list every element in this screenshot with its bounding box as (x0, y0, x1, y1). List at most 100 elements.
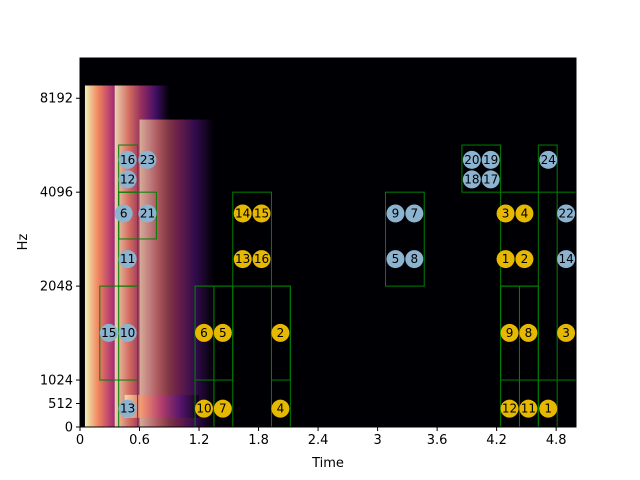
marker-dot (118, 250, 137, 269)
marker-dot (557, 323, 576, 342)
x-tick-label: 2.4 (308, 433, 329, 448)
segment-box (518, 285, 539, 427)
marker-label: 1 (544, 402, 552, 416)
marker: 3 (557, 323, 576, 342)
marker-dot (138, 204, 157, 223)
marker-label: 3 (562, 326, 570, 340)
marker: 9 (500, 323, 519, 342)
marker-dot (252, 250, 271, 269)
y-axis: 0 512 1024 2048 4096 8192 (40, 92, 80, 436)
marker-label: 3 (502, 206, 510, 220)
marker-dot (118, 150, 137, 169)
marker-label: 21 (140, 206, 155, 220)
y-tick-label: 512 (48, 397, 73, 412)
marker-dot (405, 204, 424, 223)
marker: 12 (118, 170, 137, 189)
marker-label: 2 (277, 326, 285, 340)
marker-dot (386, 204, 405, 223)
marker: 6 (114, 204, 133, 223)
y-tick-label: 0 (65, 421, 73, 436)
marker-dot (386, 250, 405, 269)
marker-dot (271, 323, 290, 342)
marker-dot (500, 323, 519, 342)
marker: 21 (138, 204, 157, 223)
y-tick-label: 8192 (40, 92, 73, 107)
marker: 8 (519, 323, 538, 342)
marker-dot (539, 399, 558, 418)
marker-dot (557, 204, 576, 223)
x-tick-label: 4.2 (486, 433, 507, 448)
marker-label: 2 (521, 252, 529, 266)
marker-label: 13 (235, 252, 250, 266)
y-tick-label: 4096 (40, 186, 73, 201)
marker-label: 5 (392, 252, 400, 266)
heat-region (124, 394, 200, 418)
marker: 4 (515, 204, 534, 223)
marker-label: 17 (483, 172, 498, 186)
marker-dot (213, 323, 232, 342)
marker-dot (213, 399, 232, 418)
marker: 1 (539, 399, 558, 418)
marker-dot (118, 170, 137, 189)
marker-dot (99, 323, 118, 342)
marker-dot (519, 323, 538, 342)
marker: 11 (118, 250, 137, 269)
marker-dot (500, 399, 519, 418)
y-tick-label: 2048 (40, 280, 73, 295)
marker: 1 (496, 250, 515, 269)
marker-label: 16 (254, 252, 269, 266)
x-axis-title: Time (311, 456, 344, 471)
marker-label: 4 (277, 402, 285, 416)
segment-box (232, 191, 272, 287)
marker-dot (515, 250, 534, 269)
segment-box (213, 285, 234, 427)
marker-label: 14 (558, 252, 573, 266)
marker-dot (114, 204, 133, 223)
marker: 6 (195, 323, 213, 342)
y-tick-label: 1024 (40, 374, 73, 389)
marker-dot (118, 323, 137, 342)
marker-label: 9 (392, 206, 400, 220)
marker-label: 6 (200, 326, 208, 340)
marker-label: 6 (120, 206, 128, 220)
marker-label: 13 (120, 402, 135, 416)
y-axis-title: Hz (16, 234, 31, 251)
marker-label: 5 (219, 326, 227, 340)
marker-label: 20 (464, 153, 479, 167)
marker-label: 7 (219, 402, 227, 416)
marker: 19 (481, 150, 500, 169)
marker: 14 (557, 250, 576, 269)
marker: 2 (515, 250, 534, 269)
marker: 11 (519, 399, 538, 418)
marker: 13 (233, 250, 252, 269)
marker: 12 (500, 399, 519, 418)
marker-label: 11 (120, 252, 135, 266)
marker-dot (539, 150, 558, 169)
marker: 2 (271, 323, 290, 342)
marker-dot (118, 399, 137, 418)
marker: 13 (118, 399, 137, 418)
marker: 14 (233, 204, 252, 223)
marker-label: 8 (410, 252, 418, 266)
marker: 5 (386, 250, 405, 269)
marker: 17 (481, 170, 500, 189)
x-tick-label: 3.6 (427, 433, 448, 448)
marker-label: 8 (525, 326, 533, 340)
marker-label: 16 (120, 153, 135, 167)
marker-label: 9 (506, 326, 514, 340)
marker-dot (271, 399, 290, 418)
marker-dot (515, 204, 534, 223)
marker-dot (138, 150, 157, 169)
marker-dot (233, 204, 252, 223)
marker: 23 (138, 150, 157, 169)
marker-label: 7 (410, 206, 418, 220)
marker: 5 (213, 323, 232, 342)
marker: 3 (496, 204, 515, 223)
marker-label: 10 (196, 402, 211, 416)
marker-label: 23 (140, 153, 155, 167)
marker-dot (481, 150, 500, 169)
marker-label: 15 (101, 326, 116, 340)
marker-label: 18 (464, 172, 479, 186)
